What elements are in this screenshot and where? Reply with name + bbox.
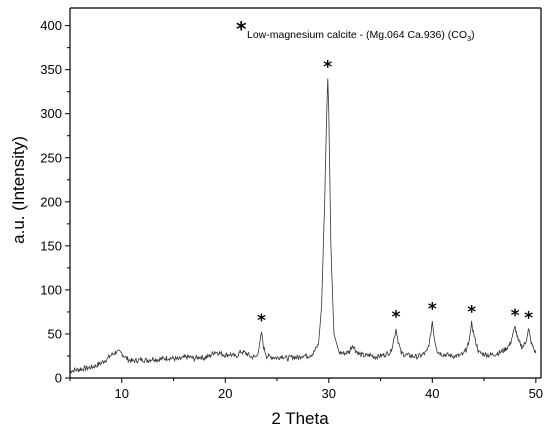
peak-markers: *** * * * * (257, 57, 533, 331)
peak-marker-4: * (428, 300, 437, 320)
intensity-series-line (69, 78, 537, 374)
axes (65, 7, 542, 383)
y-tick-label: 200 (40, 194, 62, 209)
y-tick-label: 0 (55, 371, 62, 386)
legend-label-subscript: 3 (467, 34, 471, 43)
y-tick-label: 100 (40, 282, 62, 297)
x-tick-label: 10 (115, 386, 129, 401)
legend-label: Low-magnesium calcite - (Mg.064 Ca.936) … (247, 29, 475, 43)
y-tick-label: 150 (40, 238, 62, 253)
y-tick-label: 350 (40, 62, 62, 77)
y-tick-label: 400 (40, 18, 62, 33)
peak-marker-3: * (392, 308, 401, 328)
y-tick-label: 300 (40, 106, 62, 121)
peak-marker-7: * (524, 309, 533, 329)
legend-label-end: ) (471, 29, 475, 41)
x-tick-label: 20 (218, 386, 232, 401)
legend: * Low-magnesium calcite - (Mg.064 Ca.936… (236, 17, 475, 43)
y-tick-label: 50 (48, 326, 62, 341)
y-tick-label: 250 (40, 150, 62, 165)
peak-marker-1: * (257, 311, 266, 331)
peak-marker-6: * (511, 306, 520, 326)
x-tick-label: 40 (425, 386, 439, 401)
peak-marker-2: * (323, 57, 332, 77)
x-tick-label: 30 (322, 386, 336, 401)
peak-marker-5: * (467, 302, 476, 322)
y-axis-title: a.u. (Intensity) (9, 136, 28, 244)
x-axis-title: 2 Theta (271, 409, 329, 428)
tick-labels: 0 50 100 150 200 250 300 350 400 10 20 30 40 50 (40, 18, 543, 401)
legend-label-main: Low-magnesium calcite - (Mg.064 Ca.936) … (247, 29, 467, 41)
x-tick-label: 50 (529, 386, 543, 401)
legend-marker: * (236, 17, 247, 41)
